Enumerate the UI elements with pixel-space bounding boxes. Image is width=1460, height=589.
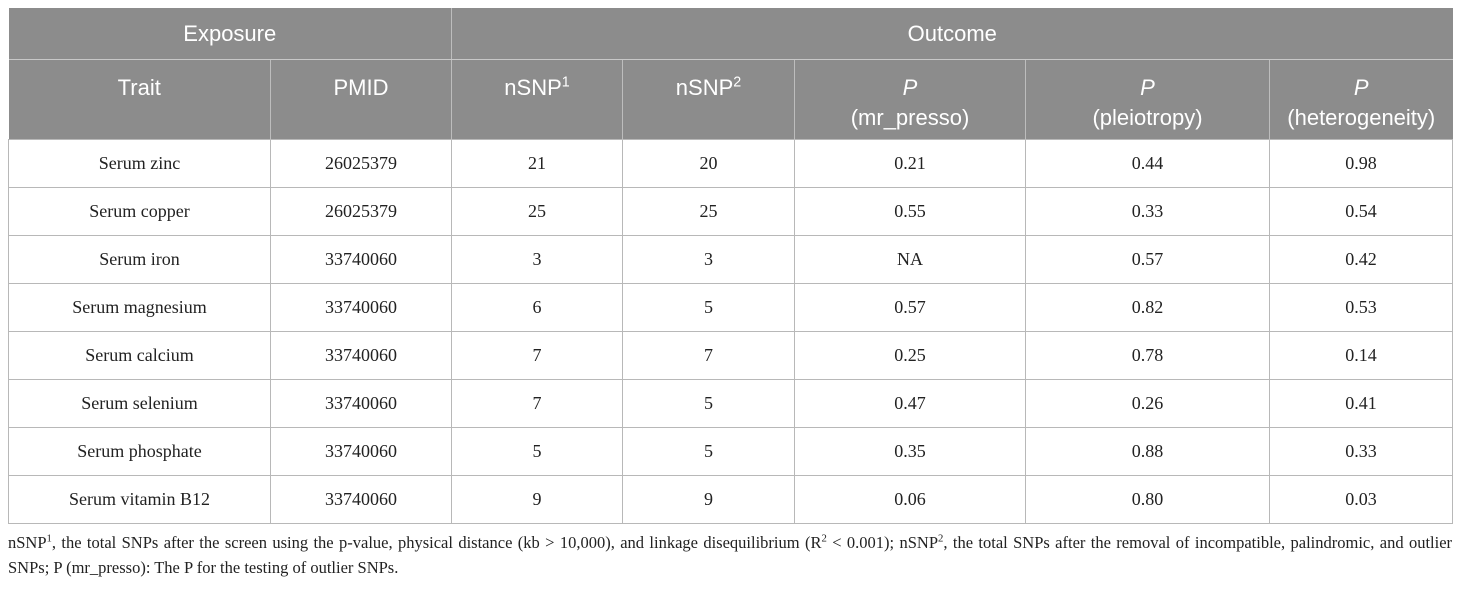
p-mr-presso-cell: 0.35 bbox=[794, 427, 1027, 476]
pmid-cell: 33740060 bbox=[269, 235, 453, 284]
trait-cell: Serum vitamin B12 bbox=[8, 475, 271, 524]
table-row: Serum iron 33740060 3 3 NA 0.57 0.42 bbox=[8, 235, 1454, 284]
trait-cell: Serum selenium bbox=[8, 379, 271, 428]
table-row: Serum copper 26025379 25 25 0.55 0.33 0.… bbox=[8, 187, 1454, 236]
nsnp2-cell: 25 bbox=[622, 187, 796, 236]
table-row: Serum selenium 33740060 7 5 0.47 0.26 0.… bbox=[8, 379, 1454, 428]
pmid-cell: 33740060 bbox=[269, 331, 453, 380]
nsnp1-cell: 7 bbox=[451, 331, 624, 380]
nsnp2-cell: 20 bbox=[622, 139, 796, 188]
table-body: Serum zinc 26025379 21 20 0.21 0.44 0.98… bbox=[8, 139, 1454, 524]
p-pleiotropy-cell: 0.33 bbox=[1025, 187, 1271, 236]
p-heterogeneity-cell: 0.53 bbox=[1269, 283, 1454, 332]
nsnp1-cell: 9 bbox=[451, 475, 624, 524]
p-letter: P bbox=[902, 75, 918, 100]
table-row: Serum magnesium 33740060 6 5 0.57 0.82 0… bbox=[8, 283, 1454, 332]
pmid-cell: 33740060 bbox=[269, 475, 453, 524]
column-header-row: Trait PMID nSNP1 nSNP2 P (mr_presso) P (pl… bbox=[8, 59, 1453, 140]
p-mr-presso-cell: 0.57 bbox=[794, 283, 1027, 332]
p-pleiotropy-cell: 0.82 bbox=[1025, 283, 1271, 332]
pmid-cell: 33740060 bbox=[269, 283, 453, 332]
p-heterogeneity-cell: 0.14 bbox=[1269, 331, 1454, 380]
p-letter: P bbox=[1353, 75, 1369, 100]
trait-cell: Serum iron bbox=[8, 235, 271, 284]
p-letter: P bbox=[1140, 75, 1155, 100]
table-row: Serum phosphate 33740060 5 5 0.35 0.88 0… bbox=[8, 427, 1454, 476]
p-heterogeneity-cell: 0.42 bbox=[1269, 235, 1454, 284]
outcome-group-header: Outcome bbox=[451, 8, 1453, 60]
pmid-header: PMID bbox=[270, 59, 453, 140]
nsnp2-cell: 9 bbox=[622, 475, 796, 524]
p-mr-presso-header: P (mr_presso) bbox=[794, 59, 1027, 140]
p-pleiotropy-cell: 0.88 bbox=[1025, 427, 1271, 476]
table-row: Serum vitamin B12 33740060 9 9 0.06 0.80… bbox=[8, 475, 1454, 524]
nsnp2-cell: 3 bbox=[622, 235, 796, 284]
p-mr-presso-cell: 0.47 bbox=[794, 379, 1027, 428]
p-pleiotropy-cell: 0.80 bbox=[1025, 475, 1271, 524]
mr-presso-label: (mr_presso) bbox=[850, 105, 970, 130]
p-heterogeneity-cell: 0.33 bbox=[1269, 427, 1454, 476]
footnote-superscript: 2 bbox=[821, 532, 827, 545]
footnote-superscript: 2 bbox=[938, 532, 944, 545]
group-header-row: Exposure Outcome bbox=[8, 8, 1453, 60]
p-mr-presso-cell: 0.06 bbox=[794, 475, 1027, 524]
heterogeneity-label: (heterogeneity) bbox=[1287, 105, 1436, 130]
footnote-superscript: 1 bbox=[46, 532, 52, 545]
p-pleiotropy-cell: 0.57 bbox=[1025, 235, 1271, 284]
nsnp2-label: nSNP bbox=[675, 75, 734, 100]
p-mr-presso-cell: 0.25 bbox=[794, 331, 1027, 380]
nsnp1-label: nSNP bbox=[504, 75, 562, 100]
mr-results-table: Exposure Outcome Trait PMID nSNP1 nSNP2 … bbox=[8, 8, 1454, 524]
table-row: Serum zinc 26025379 21 20 0.21 0.44 0.98 bbox=[8, 139, 1454, 188]
nsnp1-cell: 3 bbox=[451, 235, 624, 284]
nsnp2-superscript: 2 bbox=[733, 74, 742, 91]
nsnp2-cell: 5 bbox=[622, 379, 796, 428]
p-mr-presso-cell: NA bbox=[794, 235, 1027, 284]
pmid-cell: 26025379 bbox=[269, 187, 453, 236]
footnote-text: , the total SNPs after the screen using … bbox=[51, 533, 822, 552]
footnote-text: < 0.001); nSNP bbox=[826, 533, 939, 552]
p-heterogeneity-header: P (heterogeneity) bbox=[1269, 59, 1453, 140]
trait-cell: Serum copper bbox=[8, 187, 271, 236]
nsnp2-cell: 5 bbox=[622, 427, 796, 476]
table-footnote: nSNP1, the total SNPs after the screen u… bbox=[8, 530, 1452, 580]
table-row: Serum calcium 33740060 7 7 0.25 0.78 0.1… bbox=[8, 331, 1454, 380]
nsnp1-cell: 21 bbox=[451, 139, 624, 188]
p-heterogeneity-cell: 0.54 bbox=[1269, 187, 1454, 236]
exposure-group-header: Exposure bbox=[8, 8, 453, 60]
p-heterogeneity-cell: 0.03 bbox=[1269, 475, 1454, 524]
pmid-cell: 33740060 bbox=[269, 427, 453, 476]
nsnp1-cell: 25 bbox=[451, 187, 624, 236]
trait-cell: Serum calcium bbox=[8, 331, 271, 380]
p-pleiotropy-cell: 0.26 bbox=[1025, 379, 1271, 428]
nsnp1-cell: 5 bbox=[451, 427, 624, 476]
p-pleiotropy-cell: 0.78 bbox=[1025, 331, 1271, 380]
nsnp1-header: nSNP1 bbox=[451, 59, 624, 140]
nsnp1-cell: 7 bbox=[451, 379, 624, 428]
footnote-text: nSNP bbox=[8, 533, 47, 552]
trait-cell: Serum zinc bbox=[8, 139, 271, 188]
pmid-cell: 26025379 bbox=[269, 139, 453, 188]
p-pleiotropy-cell: 0.44 bbox=[1025, 139, 1271, 188]
nsnp2-cell: 7 bbox=[622, 331, 796, 380]
p-heterogeneity-cell: 0.41 bbox=[1269, 379, 1454, 428]
p-heterogeneity-cell: 0.98 bbox=[1269, 139, 1454, 188]
pmid-cell: 33740060 bbox=[269, 379, 453, 428]
nsnp2-header: nSNP2 bbox=[622, 59, 796, 140]
results-table-container: Exposure Outcome Trait PMID nSNP1 nSNP2 … bbox=[8, 8, 1454, 580]
p-mr-presso-cell: 0.21 bbox=[794, 139, 1027, 188]
pleiotropy-label: (pleiotropy) bbox=[1092, 105, 1203, 130]
trait-cell: Serum phosphate bbox=[8, 427, 271, 476]
trait-cell: Serum magnesium bbox=[8, 283, 271, 332]
p-pleiotropy-header: P (pleiotropy) bbox=[1025, 59, 1271, 140]
p-mr-presso-cell: 0.55 bbox=[794, 187, 1027, 236]
footnote-text: , the total SNPs after the removal of in… bbox=[8, 533, 1453, 577]
trait-header: Trait bbox=[8, 59, 271, 140]
nsnp2-cell: 5 bbox=[622, 283, 796, 332]
nsnp1-superscript: 1 bbox=[561, 74, 570, 91]
nsnp1-cell: 6 bbox=[451, 283, 624, 332]
